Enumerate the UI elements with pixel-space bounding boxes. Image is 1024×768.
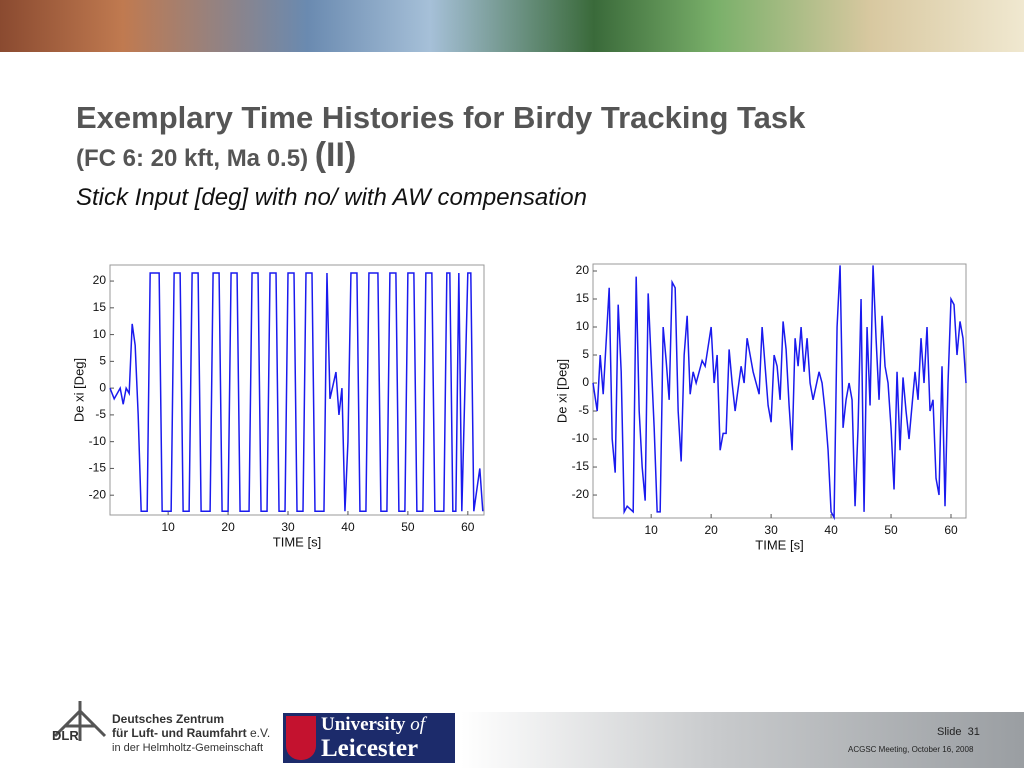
x-tick-label: 60	[461, 520, 475, 534]
slide-subtitle: Stick Input [deg] with no/ with AW compe…	[76, 184, 587, 211]
slide-title: Exemplary Time Histories for Birdy Track…	[76, 100, 806, 135]
x-tick-label: 40	[824, 523, 838, 537]
title-text: (FC 6: 20 kft, Ma 0.5)	[76, 145, 309, 172]
data-line	[592, 265, 967, 521]
y-axis-label: De xi [Deg]	[554, 359, 569, 423]
y-tick-label: 0	[99, 380, 106, 394]
y-tick-label: 0	[582, 375, 589, 389]
uni-name: University	[321, 714, 406, 735]
dlr-abbr: DLR	[52, 728, 79, 743]
x-tick-label: 10	[644, 523, 658, 537]
x-tick-label: 50	[401, 520, 415, 534]
x-tick-label: 30	[764, 523, 778, 537]
uni-line2: Leicester	[321, 735, 419, 762]
y-tick-label: 15	[93, 300, 107, 314]
x-tick-label: 30	[281, 520, 295, 534]
x-axis-label: TIME [s]	[273, 534, 321, 549]
x-tick-label: 50	[884, 523, 898, 537]
title-part: (II)	[314, 136, 357, 174]
footer: DLR Deutsches Zentrum für Luft- und Raum…	[0, 701, 1024, 768]
header-banner	[0, 0, 1024, 52]
dlr-line3: in der Helmholtz-Gemeinschaft	[112, 742, 264, 754]
x-tick-label: 40	[341, 520, 355, 534]
y-tick-label: -20	[89, 487, 107, 501]
y-tick-label: 15	[576, 291, 590, 305]
y-tick-label: 5	[99, 354, 106, 368]
y-tick-label: 5	[582, 347, 589, 361]
x-tick-label: 20	[704, 523, 718, 537]
y-tick-label: -10	[89, 434, 107, 448]
dlr-text: für Luft- und Raumfahrt	[112, 726, 247, 740]
slide-num: 31	[967, 726, 980, 738]
meeting: ACGSC Meeting, October 16, 2008	[848, 745, 974, 754]
dlr-ev: e.V.	[250, 726, 271, 740]
dlr-logo	[53, 701, 107, 741]
y-tick-label: -10	[572, 431, 590, 445]
y-tick-label: -20	[572, 487, 590, 501]
y-tick-label: 20	[576, 263, 590, 277]
y-axis-label: De xi [Deg]	[71, 358, 86, 422]
dlr-line2: für Luft- und Raumfahrt e.V.	[112, 726, 270, 740]
x-tick-label: 10	[161, 520, 175, 534]
slide-label: Slide	[937, 726, 962, 738]
y-tick-label: 10	[576, 319, 590, 333]
x-tick-label: 60	[944, 523, 958, 537]
x-axis-label: TIME [s]	[755, 537, 803, 552]
slide-title-line2: (FC 6: 20 kft, Ma 0.5) (II)	[76, 136, 356, 175]
data-line	[109, 272, 484, 513]
y-tick-label: -15	[572, 459, 590, 473]
y-tick-label: -5	[578, 403, 589, 417]
crest	[286, 716, 316, 760]
dlr-line1: Deutsches Zentrum	[112, 712, 225, 726]
leicester-logo: University of Leicester	[283, 713, 455, 763]
y-tick-label: -5	[95, 407, 106, 421]
slide-number: Slide 31	[937, 726, 980, 738]
y-tick-label: 10	[93, 327, 107, 341]
y-tick-label: -15	[89, 461, 107, 475]
uni-line1: University of	[321, 714, 425, 736]
y-tick-label: 20	[93, 273, 107, 287]
x-tick-label: 20	[221, 520, 235, 534]
uni-of: of	[410, 714, 425, 735]
